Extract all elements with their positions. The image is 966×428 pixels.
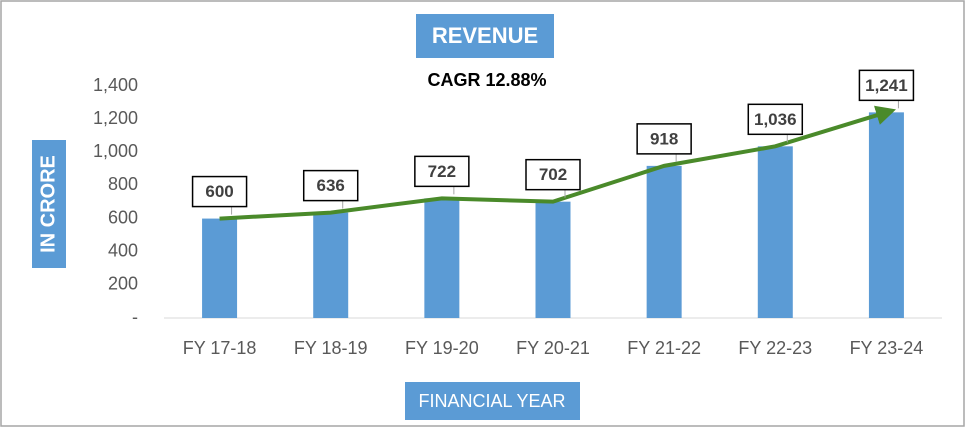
bar (868, 112, 904, 318)
y-tick-label: 800 (108, 174, 138, 194)
value-label-box (191, 175, 248, 208)
x-axis-label: FINANCIAL YEAR (418, 391, 565, 411)
y-tick-label: 1,000 (93, 141, 138, 161)
value-label: 702 (539, 165, 567, 184)
value-label: 636 (317, 176, 345, 195)
value-label: 722 (428, 162, 456, 181)
x-tick-label: FY 19-20 (405, 338, 479, 358)
trend-line (219, 105, 896, 221)
y-tick-label: 1,200 (93, 108, 138, 128)
y-tick-label: - (132, 307, 138, 327)
value-label: 918 (650, 129, 678, 148)
bar (646, 165, 682, 318)
value-label: 1,241 (865, 76, 908, 95)
x-tick-label: FY 18-19 (294, 338, 368, 358)
y-tick-label: 400 (108, 240, 138, 260)
value-label-box (747, 103, 804, 136)
x-tick-label: FY 21-22 (627, 338, 701, 358)
value-label-box (414, 155, 470, 188)
value-label-box (636, 123, 692, 155)
bar (202, 218, 238, 318)
value-label-box (858, 69, 915, 102)
bar (424, 198, 460, 318)
value-label: 1,036 (754, 110, 797, 129)
value-label: 600 (205, 182, 233, 201)
chart-subtitle: CAGR 12.88% (427, 70, 546, 90)
bar (535, 201, 571, 318)
bar (313, 212, 349, 318)
x-tick-label: FY 20-21 (516, 338, 590, 358)
x-tick-label: FY 23-24 (850, 338, 924, 358)
y-label-box (32, 140, 66, 268)
title-box (416, 14, 554, 58)
y-tick-label: 1,400 (93, 75, 138, 95)
value-label-box (302, 169, 359, 202)
y-tick-label: 200 (108, 274, 138, 294)
chart-title: REVENUE (432, 23, 538, 48)
x-tick-label: FY 17-18 (183, 338, 257, 358)
bar (757, 146, 793, 318)
y-tick-label: 600 (108, 207, 138, 227)
value-label-box (525, 158, 581, 191)
y-axis-label: IN CRORE (37, 155, 59, 253)
x-label-box (405, 382, 580, 420)
x-tick-label: FY 22-23 (738, 338, 812, 358)
